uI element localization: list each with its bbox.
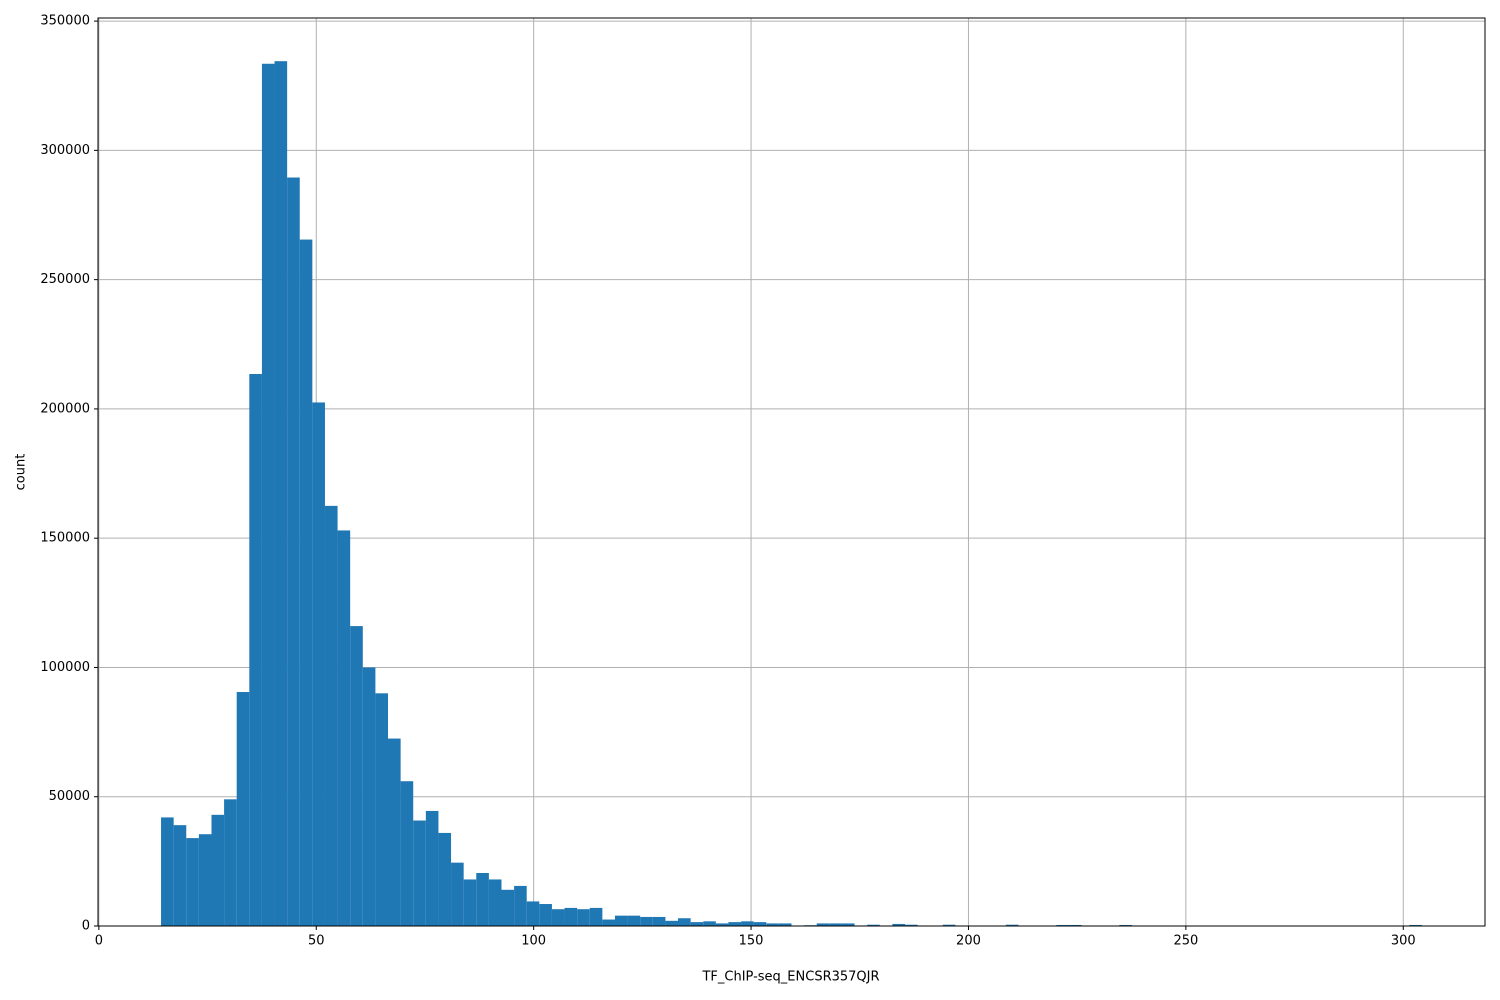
- bar: [602, 919, 615, 926]
- x-tick-label: 0: [95, 934, 103, 949]
- y-tick-label: 200000: [40, 401, 90, 416]
- y-tick-label: 350000: [40, 14, 90, 29]
- y-tick-label: 50000: [49, 789, 90, 804]
- y-tick-label: 250000: [40, 272, 90, 287]
- y-tick-label: 100000: [40, 660, 90, 675]
- bar: [476, 872, 489, 926]
- bar: [690, 922, 704, 926]
- bar: [652, 916, 666, 926]
- bar: [249, 374, 262, 926]
- x-tick-label: 250: [1173, 934, 1198, 949]
- bar: [1056, 924, 1069, 926]
- bar: [274, 61, 288, 927]
- bar: [299, 239, 313, 926]
- bar: [703, 921, 716, 926]
- bar: [161, 817, 174, 926]
- bar: [261, 63, 275, 926]
- bar: [400, 781, 414, 926]
- bar: [829, 923, 842, 926]
- y-tick-label: 300000: [40, 143, 90, 158]
- bar: [778, 923, 792, 926]
- bar: [640, 916, 653, 926]
- bar: [337, 530, 351, 926]
- x-tick-label: 150: [739, 934, 764, 949]
- bar: [1005, 924, 1019, 926]
- bar: [451, 862, 464, 926]
- bar: [841, 923, 855, 926]
- x-tick-label: 100: [521, 934, 546, 949]
- bar: [867, 924, 880, 926]
- bar: [488, 879, 502, 926]
- y-tick-label: 0: [82, 919, 90, 934]
- bar: [514, 885, 527, 926]
- bar: [1119, 924, 1132, 926]
- bar: [904, 924, 918, 926]
- bar: [816, 923, 830, 926]
- bar: [564, 907, 578, 926]
- bar: [413, 820, 426, 926]
- bar: [589, 907, 603, 926]
- bar: [526, 901, 540, 926]
- x-tick-label: 300: [1391, 934, 1416, 949]
- bar: [614, 915, 628, 926]
- bar: [287, 177, 300, 926]
- x-tick-label: 200: [956, 934, 981, 949]
- bar: [425, 810, 439, 926]
- bar: [551, 909, 565, 926]
- bar: [438, 832, 452, 926]
- bar: [388, 738, 401, 926]
- y-tick-label: 150000: [40, 531, 90, 546]
- bar: [312, 402, 325, 927]
- plot-frame: [97, 17, 1486, 927]
- bar: [715, 923, 729, 926]
- x-tick-label: 50: [308, 934, 325, 949]
- bar: [186, 838, 199, 926]
- bar: [375, 693, 389, 926]
- bar: [501, 889, 515, 926]
- bar: [1409, 924, 1422, 926]
- bar: [942, 924, 956, 926]
- bar: [173, 825, 187, 926]
- bar: [728, 922, 742, 926]
- bar: [236, 692, 250, 926]
- bar: [1068, 924, 1082, 926]
- bar: [224, 799, 237, 926]
- bar: [198, 834, 212, 926]
- bar: [539, 904, 552, 926]
- bar: [211, 814, 225, 926]
- bar: [766, 923, 779, 926]
- bar: [577, 909, 590, 926]
- bar: [627, 915, 641, 926]
- bar: [678, 918, 691, 926]
- y-axis-label: count: [14, 454, 29, 491]
- bar: [892, 923, 905, 926]
- bar: [753, 922, 767, 926]
- bar: [350, 626, 363, 926]
- bar: [324, 505, 338, 926]
- bar: [665, 920, 679, 926]
- x-axis-label: TF_ChIP-seq_ENCSR357QJR: [701, 970, 879, 985]
- bar: [463, 879, 477, 926]
- bar: [362, 667, 376, 926]
- bar: [741, 921, 754, 926]
